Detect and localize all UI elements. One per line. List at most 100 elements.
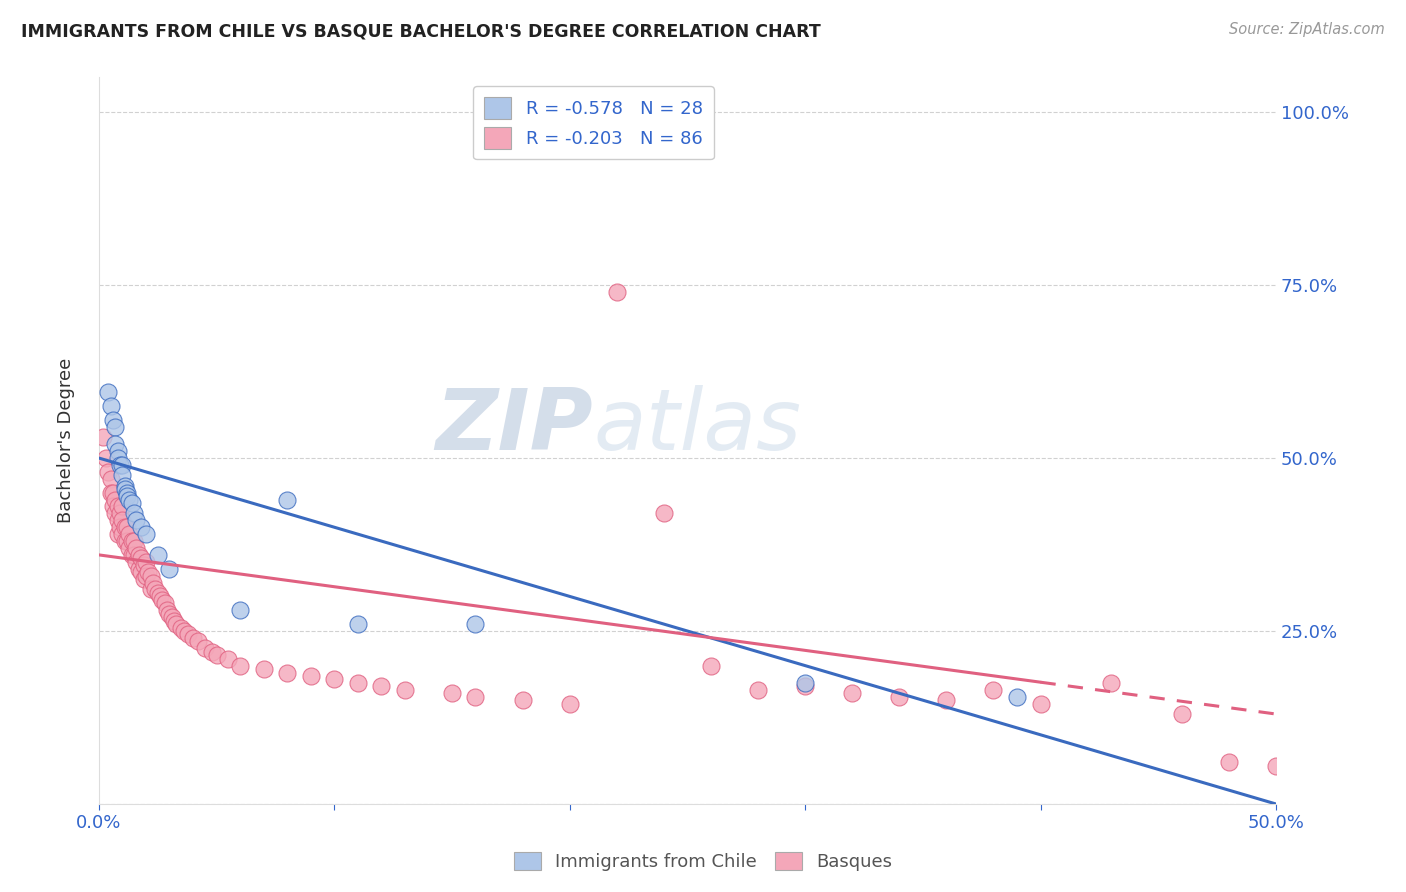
Point: [129, 551, 152, 566]
Point: [606, 285, 628, 299]
Point: [747, 682, 769, 697]
Point: [150, 592, 173, 607]
Point: [121, 548, 143, 562]
Point: [652, 507, 675, 521]
Point: [111, 500, 134, 514]
Point: [107, 450, 129, 465]
Point: [114, 482, 136, 496]
Point: [194, 641, 217, 656]
Point: [101, 500, 124, 514]
Point: [121, 496, 143, 510]
Point: [118, 541, 141, 555]
Point: [114, 534, 136, 549]
Point: [146, 548, 169, 562]
Text: ZIP: ZIP: [436, 384, 593, 467]
Point: [101, 413, 124, 427]
Point: [153, 596, 176, 610]
Point: [97, 465, 120, 479]
Point: [115, 520, 138, 534]
Point: [794, 676, 817, 690]
Point: [135, 527, 157, 541]
Point: [173, 624, 195, 638]
Point: [1029, 697, 1052, 711]
Point: [1099, 676, 1122, 690]
Point: [132, 572, 155, 586]
Point: [794, 679, 817, 693]
Point: [132, 558, 155, 573]
Point: [156, 603, 179, 617]
Point: [201, 645, 224, 659]
Point: [157, 607, 180, 621]
Point: [464, 617, 486, 632]
Point: [139, 582, 162, 597]
Point: [146, 586, 169, 600]
Point: [118, 492, 141, 507]
Point: [139, 568, 162, 582]
Point: [111, 513, 134, 527]
Point: [1005, 690, 1028, 704]
Y-axis label: Bachelor's Degree: Bachelor's Degree: [58, 358, 75, 524]
Point: [100, 399, 122, 413]
Point: [163, 614, 186, 628]
Point: [181, 631, 204, 645]
Text: Source: ZipAtlas.com: Source: ZipAtlas.com: [1229, 22, 1385, 37]
Point: [229, 603, 252, 617]
Point: [370, 679, 392, 693]
Point: [114, 478, 136, 492]
Point: [229, 658, 252, 673]
Point: [128, 548, 150, 562]
Point: [111, 458, 134, 472]
Point: [115, 485, 138, 500]
Point: [276, 665, 298, 680]
Point: [142, 575, 165, 590]
Text: IMMIGRANTS FROM CHILE VS BASQUE BACHELOR'S DEGREE CORRELATION CHART: IMMIGRANTS FROM CHILE VS BASQUE BACHELOR…: [21, 22, 821, 40]
Point: [935, 693, 957, 707]
Point: [122, 507, 145, 521]
Point: [125, 541, 148, 555]
Point: [122, 534, 145, 549]
Point: [111, 468, 134, 483]
Legend: Immigrants from Chile, Basques: Immigrants from Chile, Basques: [506, 845, 900, 879]
Point: [104, 437, 127, 451]
Point: [841, 686, 863, 700]
Point: [143, 582, 166, 597]
Point: [107, 500, 129, 514]
Point: [129, 520, 152, 534]
Point: [125, 513, 148, 527]
Point: [1265, 759, 1288, 773]
Point: [101, 485, 124, 500]
Point: [115, 489, 138, 503]
Point: [115, 534, 138, 549]
Point: [125, 555, 148, 569]
Point: [157, 562, 180, 576]
Point: [394, 682, 416, 697]
Point: [135, 555, 157, 569]
Point: [108, 458, 131, 472]
Point: [107, 527, 129, 541]
Point: [114, 520, 136, 534]
Point: [252, 662, 274, 676]
Point: [100, 485, 122, 500]
Point: [104, 492, 127, 507]
Point: [100, 472, 122, 486]
Point: [108, 507, 131, 521]
Point: [128, 562, 150, 576]
Point: [135, 568, 157, 582]
Point: [107, 513, 129, 527]
Point: [160, 610, 183, 624]
Point: [104, 507, 127, 521]
Point: [1171, 706, 1194, 721]
Point: [464, 690, 486, 704]
Point: [700, 658, 723, 673]
Point: [187, 634, 209, 648]
Point: [122, 548, 145, 562]
Point: [323, 673, 346, 687]
Point: [889, 690, 911, 704]
Point: [107, 444, 129, 458]
Text: atlas: atlas: [593, 384, 801, 467]
Point: [136, 565, 159, 579]
Point: [205, 648, 228, 663]
Point: [121, 534, 143, 549]
Point: [512, 693, 534, 707]
Legend: R = -0.578   N = 28, R = -0.203   N = 86: R = -0.578 N = 28, R = -0.203 N = 86: [474, 87, 714, 160]
